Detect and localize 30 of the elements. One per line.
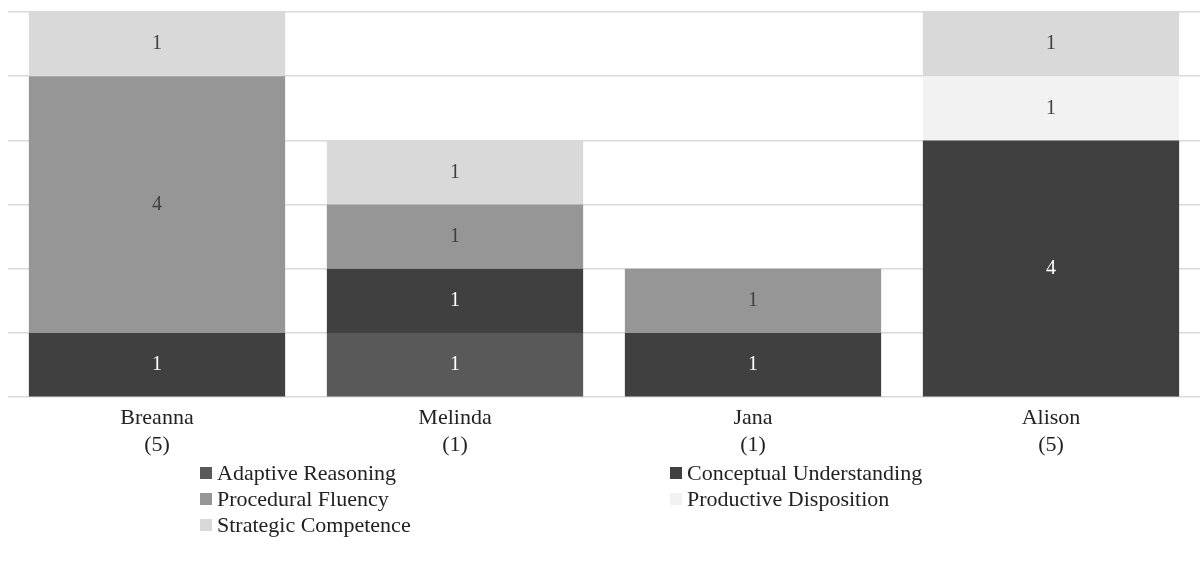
data-label: 1 — [450, 351, 460, 374]
bar — [624, 268, 882, 333]
data-label: 4 — [1046, 255, 1056, 278]
bar — [326, 268, 584, 333]
x-tick-label: Jana (1) — [733, 404, 773, 456]
data-label: 1 — [1046, 31, 1056, 54]
legend-label: Conceptual Understanding — [687, 460, 923, 486]
bar — [922, 140, 1180, 397]
legend-label: Strategic Competence — [217, 512, 411, 538]
data-label: 1 — [152, 351, 162, 374]
bar — [28, 333, 286, 397]
legend-label: Adaptive Reasoning — [217, 460, 397, 486]
data-label: 1 — [748, 288, 758, 311]
data-label: 1 — [1046, 95, 1056, 118]
legend-label: Productive Disposition — [687, 486, 890, 512]
bar — [326, 204, 584, 269]
x-tick-label: Melinda (1) — [418, 404, 492, 456]
bar — [922, 76, 1180, 141]
data-label: 1 — [450, 159, 460, 182]
bar — [28, 76, 286, 333]
x-tick-label: Alison (5) — [1021, 404, 1081, 456]
data-label: 4 — [152, 191, 162, 214]
data-label: 1 — [450, 288, 460, 311]
data-label: 1 — [450, 223, 460, 246]
legend-label: Procedural Fluency — [217, 486, 389, 512]
bar — [624, 333, 882, 397]
data-label: 1 — [152, 31, 162, 54]
bar — [326, 333, 584, 397]
data-label: 1 — [748, 351, 758, 374]
x-tick-label: Breanna (5) — [120, 404, 194, 456]
